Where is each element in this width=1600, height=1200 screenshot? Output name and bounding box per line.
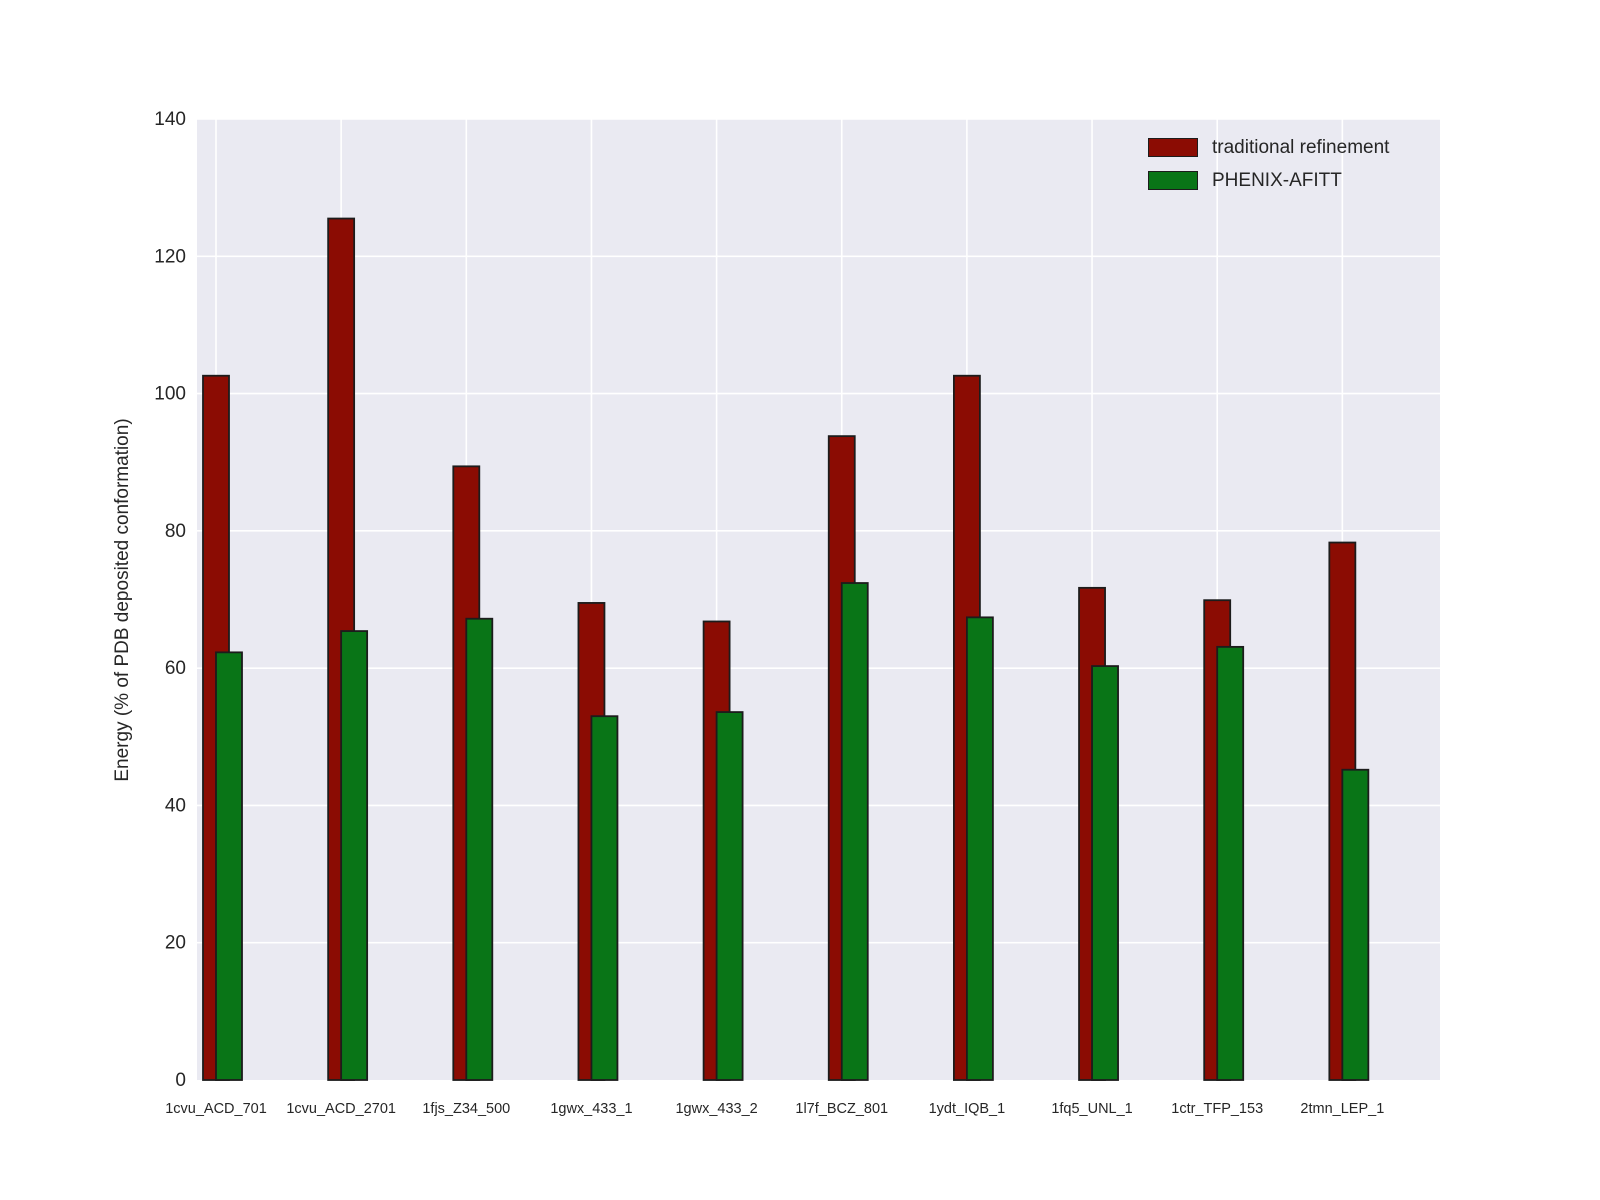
x-tick-label: 1gwx_433_1 xyxy=(550,1101,632,1117)
legend-swatch-phenix-afitt xyxy=(1148,171,1198,190)
y-tick-label: 60 xyxy=(165,658,186,679)
bar-phenix-afitt-2tmn_LEP_1 xyxy=(1341,768,1370,1081)
bar-phenix-afitt-1gwx_433_1 xyxy=(590,715,619,1081)
y-tick-label: 100 xyxy=(154,384,186,405)
bar-phenix-afitt-1gwx_433_2 xyxy=(715,711,744,1081)
legend-item-traditional-refinement: traditional refinement xyxy=(1148,131,1389,164)
legend-label: PHENIX-AFITT xyxy=(1212,169,1342,191)
x-tick-label: 2tmn_LEP_1 xyxy=(1300,1101,1384,1117)
bar-phenix-afitt-1cvu_ACD_2701 xyxy=(340,630,369,1081)
y-tick-label: 40 xyxy=(165,795,186,816)
y-tick-label: 80 xyxy=(165,521,186,542)
bar-phenix-afitt-1fq5_UNL_1 xyxy=(1091,665,1119,1081)
y-tick-label: 0 xyxy=(175,1070,186,1091)
x-tick-label: 1l7f_BCZ_801 xyxy=(795,1101,888,1117)
legend: traditional refinement PHENIX-AFITT xyxy=(1148,131,1389,197)
bar-phenix-afitt-1ydt_IQB_1 xyxy=(966,616,994,1081)
y-tick-label: 140 xyxy=(154,109,186,130)
bar-phenix-afitt-1cvu_ACD_701 xyxy=(215,651,243,1081)
y-tick-label: 20 xyxy=(165,933,186,954)
y-tick-label: 120 xyxy=(154,246,186,267)
x-tick-label: 1gwx_433_2 xyxy=(675,1101,757,1117)
legend-label: traditional refinement xyxy=(1212,136,1390,158)
y-axis-title: Energy (% of PDB deposited conformation) xyxy=(112,418,133,782)
x-tick-label: 1ctr_TFP_153 xyxy=(1171,1101,1263,1117)
plot-area xyxy=(197,119,1440,1080)
bar-phenix-afitt-1l7f_BCZ_801 xyxy=(840,582,869,1081)
bar-phenix-afitt-1fjs_Z34_500 xyxy=(465,617,494,1081)
x-tick-label: 1fq5_UNL_1 xyxy=(1051,1101,1132,1117)
bar-phenix-afitt-1ctr_TFP_153 xyxy=(1216,645,1245,1081)
x-tick-label: 1ydt_IQB_1 xyxy=(929,1101,1006,1117)
x-tick-label: 1cvu_ACD_2701 xyxy=(286,1101,396,1117)
legend-swatch-traditional-refinement xyxy=(1148,138,1198,157)
legend-item-phenix-afitt: PHENIX-AFITT xyxy=(1148,164,1389,197)
x-tick-label: 1cvu_ACD_701 xyxy=(165,1101,267,1117)
x-tick-label: 1fjs_Z34_500 xyxy=(422,1101,510,1117)
